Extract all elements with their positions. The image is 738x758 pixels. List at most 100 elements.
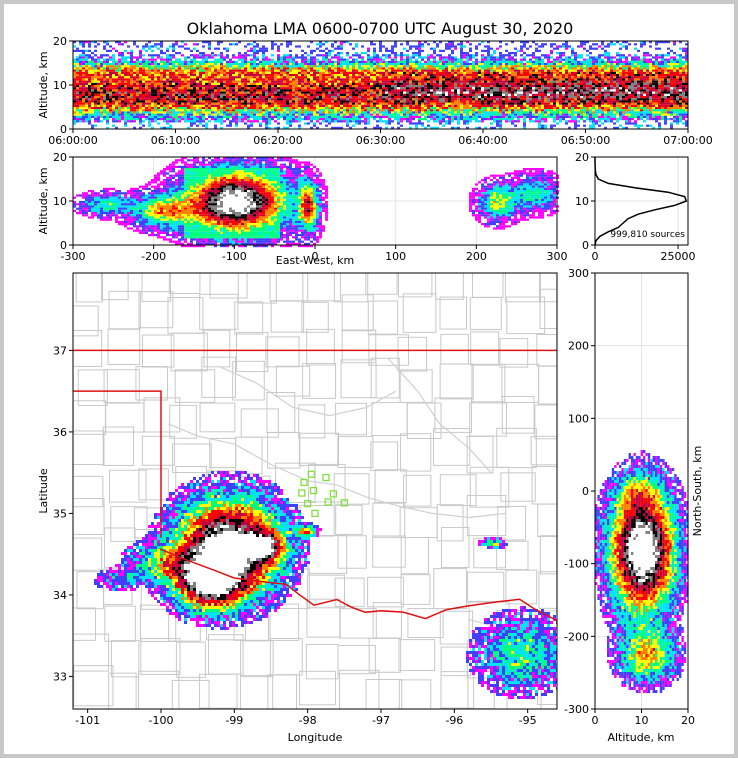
density-cell xyxy=(223,78,226,81)
density-cell xyxy=(277,113,280,116)
density-cell xyxy=(103,41,106,44)
density-cell xyxy=(127,91,130,94)
density-cell xyxy=(265,47,268,50)
density-cell xyxy=(115,41,118,44)
density-cell xyxy=(193,111,196,114)
density-cell xyxy=(253,60,256,63)
density-cell xyxy=(334,47,337,50)
density-cell xyxy=(169,113,172,116)
density-cell xyxy=(505,91,508,94)
density-cell xyxy=(463,74,466,77)
density-cell xyxy=(526,65,529,68)
density-cell xyxy=(328,111,331,114)
density-cell xyxy=(298,126,301,129)
density-cell xyxy=(418,76,421,79)
density-cell xyxy=(421,71,424,74)
density-cell xyxy=(214,113,217,116)
density-cell xyxy=(241,67,244,70)
density-cell xyxy=(208,107,211,110)
density-cell xyxy=(157,76,160,79)
density-cell xyxy=(241,80,244,83)
density-cell xyxy=(439,102,442,105)
density-cell xyxy=(442,69,445,72)
density-cell xyxy=(490,118,493,121)
density-cell xyxy=(250,65,253,68)
density-cell xyxy=(85,56,88,59)
density-cell xyxy=(475,63,478,66)
density-cell xyxy=(145,113,148,116)
density-cell xyxy=(223,120,226,123)
density-cell xyxy=(190,93,193,96)
density-cell xyxy=(328,52,331,55)
density-cell xyxy=(253,74,256,77)
density-cell xyxy=(166,65,169,68)
density-cell xyxy=(235,43,238,46)
density-cell xyxy=(268,126,271,129)
density-cell xyxy=(286,113,289,116)
density-cell xyxy=(418,60,421,63)
density-cell xyxy=(163,71,166,74)
density-cell xyxy=(247,104,250,107)
density-cell xyxy=(340,43,343,46)
density-cell xyxy=(292,56,295,59)
density-cell xyxy=(358,109,361,112)
density-cell xyxy=(316,63,319,66)
density-cell xyxy=(370,115,373,118)
density-cell xyxy=(280,74,283,77)
density-cell xyxy=(379,78,382,81)
density-cell xyxy=(208,120,211,123)
density-cell xyxy=(346,111,349,114)
density-cell xyxy=(418,52,421,55)
density-cell xyxy=(442,93,445,96)
density-cell xyxy=(436,109,439,112)
density-cell xyxy=(199,91,202,94)
density-cell xyxy=(298,96,301,99)
density-cell xyxy=(151,107,154,110)
density-cell xyxy=(469,43,472,46)
density-cell xyxy=(523,65,526,68)
density-cell xyxy=(136,93,139,96)
density-cell xyxy=(352,82,355,85)
density-cell xyxy=(217,104,220,107)
density-cell xyxy=(82,87,85,90)
density-cell xyxy=(139,100,142,103)
density-cell xyxy=(328,115,331,118)
density-cell xyxy=(427,82,430,85)
density-cell xyxy=(220,96,223,99)
density-cell xyxy=(91,93,94,96)
density-cell xyxy=(433,41,436,44)
density-cell xyxy=(358,82,361,85)
density-cell xyxy=(514,82,517,85)
density-cell xyxy=(349,113,352,116)
density-cell xyxy=(442,78,445,81)
density-cell xyxy=(232,74,235,77)
density-cell xyxy=(391,104,394,107)
density-cell xyxy=(526,87,529,90)
density-cell xyxy=(352,76,355,79)
density-cell xyxy=(94,89,97,92)
density-cell xyxy=(472,80,475,83)
density-cell xyxy=(370,91,373,94)
density-cell xyxy=(490,113,493,116)
density-cell xyxy=(307,76,310,79)
density-cell xyxy=(469,120,472,123)
density-cell xyxy=(520,104,523,107)
density-cell xyxy=(481,109,484,112)
density-cell xyxy=(508,118,511,121)
density-cell xyxy=(343,67,346,70)
density-cell xyxy=(448,47,451,50)
density-cell xyxy=(445,85,448,88)
density-cell xyxy=(367,54,370,57)
density-cell xyxy=(226,113,229,116)
density-cell xyxy=(163,120,166,123)
density-cell xyxy=(82,102,85,105)
density-cell xyxy=(172,120,175,123)
density-cell xyxy=(106,87,109,90)
density-cell xyxy=(436,74,439,77)
density-cell xyxy=(331,102,334,105)
density-cell xyxy=(388,91,391,94)
density-cell xyxy=(520,96,523,99)
density-cell xyxy=(439,109,442,112)
density-cell xyxy=(166,91,169,94)
density-cell xyxy=(133,41,136,44)
